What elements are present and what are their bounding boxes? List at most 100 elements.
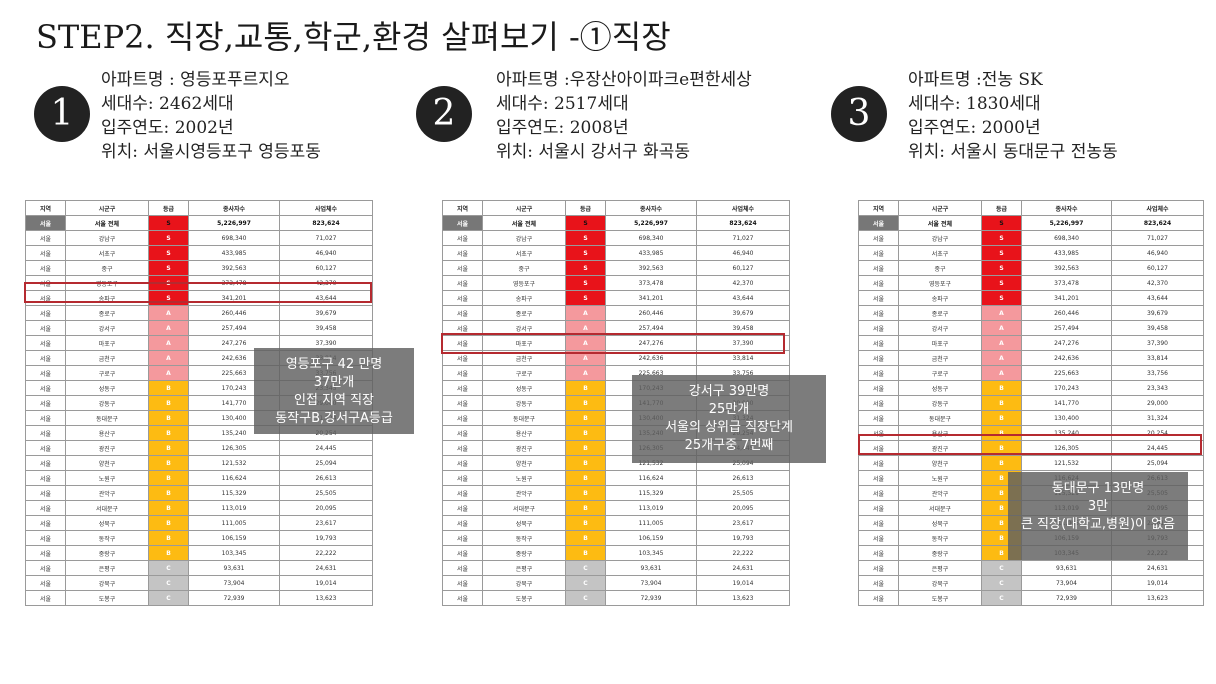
district-cell: 동작구 <box>65 530 149 546</box>
apartment-number-badge-2: 2 <box>416 86 472 142</box>
businesses-cell: 23,343 <box>1111 380 1204 396</box>
apartment-year: 입주연도: 2002년 <box>101 118 234 138</box>
businesses-cell: 24,631 <box>1111 560 1204 576</box>
grade-cell: A <box>565 305 606 321</box>
grade-cell: B <box>565 545 606 561</box>
note-line: 서울의 상위급 직장단계 <box>665 420 793 435</box>
column-header: 지역 <box>25 200 66 216</box>
employees-cell: 260,446 <box>605 305 697 321</box>
grade-cell: B <box>565 380 606 396</box>
businesses-cell: 25,505 <box>696 485 790 501</box>
region-cell: 서울 <box>442 515 483 531</box>
district-cell: 중구 <box>898 260 982 276</box>
table-row: 서울 영등포구 S 373,478 42,370 <box>442 275 790 291</box>
businesses-cell: 39,458 <box>279 320 373 336</box>
region-cell: 서울 <box>858 230 899 246</box>
employees-cell: 392,563 <box>605 260 697 276</box>
employment-table-3: 지역 시군구 등급 종사자수 사업체수 서울 서울 전체 S 5,226,997 823,624 서… <box>858 200 1204 606</box>
district-cell: 서대문구 <box>898 500 982 516</box>
grade-cell: B <box>981 455 1022 471</box>
column-header: 지역 <box>858 200 899 216</box>
grade-cell: B <box>981 425 1022 441</box>
region-cell: 서울 <box>442 590 483 606</box>
employees-cell: 116,624 <box>188 470 280 486</box>
district-cell: 동대문구 <box>898 410 982 426</box>
highlight-yeongdeungpo-row <box>24 282 372 303</box>
businesses-cell: 39,458 <box>1111 320 1204 336</box>
district-cell: 중랑구 <box>482 545 566 561</box>
district-cell: 강남구 <box>65 230 149 246</box>
region-cell: 서울 <box>25 215 66 231</box>
businesses-cell: 60,127 <box>279 260 373 276</box>
column-header: 등급 <box>981 200 1022 216</box>
businesses-cell: 823,624 <box>279 215 373 231</box>
region-cell: 서울 <box>858 305 899 321</box>
grade-cell: B <box>148 515 189 531</box>
region-cell: 서울 <box>442 560 483 576</box>
businesses-cell: 46,940 <box>696 245 790 261</box>
district-cell: 강동구 <box>898 395 982 411</box>
district-cell: 서대문구 <box>482 500 566 516</box>
employees-cell: 115,329 <box>188 485 280 501</box>
businesses-cell: 823,624 <box>696 215 790 231</box>
note-line: 영등포구 42 만명 <box>285 357 383 372</box>
district-cell: 도봉구 <box>898 590 982 606</box>
district-cell: 광진구 <box>65 440 149 456</box>
employees-cell: 121,532 <box>188 455 280 471</box>
region-cell: 서울 <box>25 320 66 336</box>
grade-cell: B <box>148 425 189 441</box>
grade-cell: B <box>565 440 606 456</box>
employees-cell: 433,985 <box>188 245 280 261</box>
district-cell: 영등포구 <box>898 275 982 291</box>
region-cell: 서울 <box>25 395 66 411</box>
businesses-cell: 46,940 <box>279 245 373 261</box>
region-cell: 서울 <box>858 245 899 261</box>
district-cell: 강서구 <box>65 320 149 336</box>
grade-cell: S <box>565 230 606 246</box>
region-cell: 서울 <box>25 365 66 381</box>
district-cell: 서초구 <box>65 245 149 261</box>
grade-cell: B <box>148 395 189 411</box>
employees-cell: 433,985 <box>605 245 697 261</box>
table-row: 서울 종로구 A 260,446 39,679 <box>25 305 373 321</box>
grade-cell: C <box>148 560 189 576</box>
grade-cell: B <box>981 410 1022 426</box>
businesses-cell: 19,014 <box>279 575 373 591</box>
grade-cell: C <box>148 590 189 606</box>
employees-cell: 106,159 <box>188 530 280 546</box>
grade-cell: S <box>981 230 1022 246</box>
employees-cell: 116,624 <box>605 470 697 486</box>
businesses-cell: 13,623 <box>1111 590 1204 606</box>
grade-cell: S <box>148 245 189 261</box>
district-cell: 금천구 <box>898 350 982 366</box>
district-cell: 성동구 <box>482 380 566 396</box>
table-row: 서울 마포구 A 247,276 37,390 <box>442 335 790 351</box>
district-cell: 노원구 <box>482 470 566 486</box>
employees-cell: 225,663 <box>1021 365 1112 381</box>
table-row: 서울 송파구 S 341,201 43,644 <box>858 290 1204 306</box>
businesses-cell: 43,644 <box>1111 290 1204 306</box>
region-cell: 서울 <box>858 395 899 411</box>
region-cell: 서울 <box>25 245 66 261</box>
note-box-2: 강서구 39만명 25만개 서울의 상위급 직장단계 25개구중 7번째 <box>632 375 826 463</box>
column-header: 등급 <box>148 200 189 216</box>
businesses-cell: 33,756 <box>1111 365 1204 381</box>
column-header: 지역 <box>442 200 483 216</box>
grade-cell: B <box>565 425 606 441</box>
grade-cell: C <box>981 590 1022 606</box>
grade-cell: S <box>148 230 189 246</box>
businesses-cell: 39,679 <box>696 305 790 321</box>
businesses-cell: 60,127 <box>1111 260 1204 276</box>
region-cell: 서울 <box>858 515 899 531</box>
district-cell: 중구 <box>65 260 149 276</box>
employees-cell: 392,563 <box>188 260 280 276</box>
region-cell: 서울 <box>442 455 483 471</box>
district-cell: 서울 전체 <box>898 215 982 231</box>
employees-cell: 73,904 <box>1021 575 1112 591</box>
region-cell: 서울 <box>442 440 483 456</box>
district-cell: 노원구 <box>65 470 149 486</box>
